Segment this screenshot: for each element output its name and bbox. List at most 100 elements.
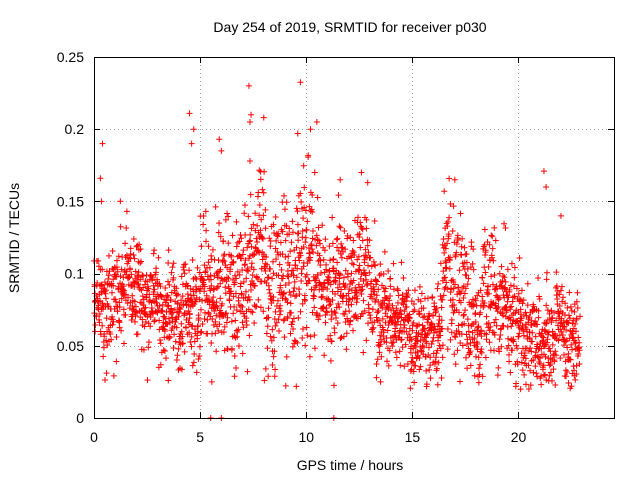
data-point — [307, 242, 314, 249]
data-point — [172, 298, 179, 305]
data-point — [99, 140, 106, 147]
data-point — [459, 235, 466, 242]
data-point — [576, 344, 583, 351]
data-point — [246, 296, 253, 303]
data-point — [329, 297, 336, 304]
y-tick-label: 0.2 — [65, 121, 85, 137]
data-point — [407, 367, 414, 374]
data-point — [306, 277, 313, 284]
data-point — [342, 246, 349, 253]
data-point — [416, 311, 423, 318]
data-point — [178, 273, 185, 280]
data-point — [137, 245, 144, 252]
data-point — [326, 274, 333, 281]
data-point — [247, 237, 254, 244]
y-tick-label: 0.15 — [57, 193, 84, 209]
data-point — [447, 201, 454, 208]
data-point — [247, 157, 253, 164]
data-point — [195, 315, 202, 322]
data-point — [555, 337, 562, 344]
data-point — [247, 191, 254, 198]
data-point — [309, 191, 316, 198]
data-point — [188, 140, 195, 147]
data-point — [571, 308, 578, 315]
data-point — [350, 327, 357, 334]
data-point — [472, 353, 479, 360]
data-point — [516, 330, 523, 337]
data-point — [568, 341, 575, 348]
data-point — [521, 350, 528, 357]
data-point — [544, 307, 551, 314]
data-point — [92, 321, 99, 328]
data-point — [186, 267, 193, 274]
data-point — [295, 230, 302, 237]
data-point — [434, 381, 441, 388]
data-point — [307, 208, 314, 215]
data-point — [299, 335, 306, 342]
data-point — [314, 311, 321, 318]
data-point — [420, 314, 427, 321]
data-point — [363, 276, 370, 283]
data-point — [465, 275, 472, 282]
data-point — [105, 252, 112, 259]
data-point — [138, 258, 145, 265]
data-point — [334, 320, 341, 327]
data-point — [95, 263, 102, 270]
data-point — [160, 347, 167, 354]
data-point — [453, 241, 460, 248]
data-point — [194, 322, 201, 329]
data-point — [240, 324, 247, 331]
data-point — [110, 372, 117, 379]
data-point — [496, 348, 503, 355]
data-point — [198, 328, 205, 335]
data-point — [416, 366, 423, 373]
data-point — [205, 259, 212, 266]
data-point — [312, 284, 319, 291]
data-point — [283, 199, 290, 206]
data-point — [543, 376, 550, 383]
data-point — [535, 346, 542, 353]
data-point — [368, 263, 375, 270]
data-point — [168, 310, 175, 317]
data-point — [492, 237, 499, 244]
data-point — [529, 338, 536, 345]
data-point — [311, 169, 318, 176]
data-point — [311, 332, 318, 339]
data-point — [384, 327, 391, 334]
data-point — [333, 314, 340, 321]
data-point — [508, 260, 515, 267]
data-point — [380, 270, 387, 277]
data-point — [201, 316, 208, 323]
data-point — [157, 340, 164, 347]
data-point — [389, 343, 396, 350]
data-point — [275, 297, 282, 304]
data-point — [288, 309, 295, 316]
data-point — [184, 283, 191, 290]
data-point — [510, 338, 517, 345]
data-point — [204, 316, 211, 323]
data-point — [168, 269, 175, 276]
data-point — [250, 221, 257, 228]
data-point — [102, 377, 109, 384]
data-point — [243, 288, 250, 295]
data-point — [337, 335, 344, 342]
data-point — [295, 314, 302, 321]
data-point — [563, 327, 570, 334]
data-point — [520, 297, 527, 304]
data-point — [381, 248, 388, 255]
data-point — [213, 348, 220, 355]
data-point — [278, 266, 285, 273]
data-point — [164, 303, 171, 310]
data-point — [423, 381, 430, 388]
data-point — [301, 292, 308, 299]
data-point — [434, 347, 441, 354]
data-point — [389, 302, 396, 309]
data-point — [457, 339, 464, 346]
data-point — [269, 326, 276, 333]
data-point — [192, 298, 199, 305]
data-point — [296, 290, 303, 297]
data-point — [437, 293, 444, 300]
data-point — [283, 222, 290, 229]
data-point — [157, 337, 164, 344]
data-point — [490, 257, 497, 264]
